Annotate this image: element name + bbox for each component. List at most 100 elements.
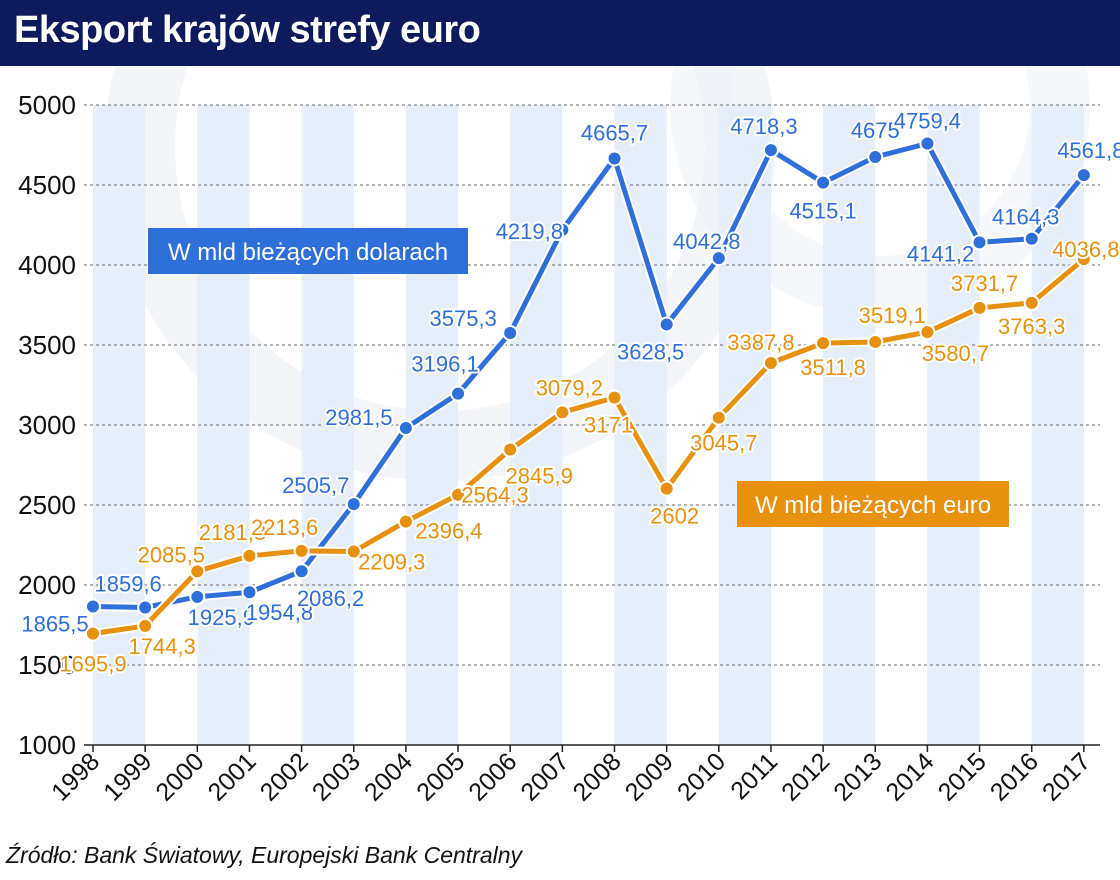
legend-usd-box	[148, 228, 468, 274]
data-label-eur: 2085,5	[138, 542, 205, 567]
data-point-eur	[397, 513, 414, 530]
data-label-usd: 4718,3	[730, 114, 797, 139]
data-point-eur	[189, 563, 206, 580]
data-label-eur: 3763,3	[998, 314, 1065, 339]
data-label-eur: 2209,3	[358, 550, 425, 575]
data-label-usd: 4675	[851, 118, 900, 143]
x-tick-label: 2017	[1037, 747, 1096, 806]
data-point-eur	[502, 441, 519, 458]
data-label-usd: 2086,2	[297, 586, 364, 611]
data-point-eur	[710, 409, 727, 426]
y-tick-label: 1000	[18, 730, 76, 760]
data-label-usd: 4665,7	[581, 120, 648, 145]
data-point-eur	[762, 354, 779, 371]
data-point-usd	[867, 149, 884, 165]
data-label-usd: 4759,4	[894, 108, 961, 133]
data-point-eur	[137, 617, 154, 634]
data-point-eur	[919, 324, 936, 341]
legend-eur-label: W mld bieżących euro	[755, 492, 991, 519]
y-tick-label: 5000	[18, 90, 76, 120]
x-tick-label: 2002	[255, 747, 314, 806]
data-point-usd	[554, 221, 571, 238]
series-line-usd	[92, 140, 1086, 610]
x-tick-label: 2011	[725, 747, 783, 805]
data-point-usd	[658, 316, 675, 333]
data-point-eur	[554, 404, 571, 421]
data-point-eur	[971, 299, 988, 316]
y-tick-label: 2000	[18, 570, 76, 600]
data-point-usd	[241, 584, 258, 601]
data-point-eur	[450, 486, 467, 503]
data-label-usd: 1925,9	[188, 605, 255, 630]
x-tick-label: 2009	[620, 747, 679, 806]
x-tick-label: 2016	[985, 747, 1044, 806]
y-tick-label: 2500	[18, 490, 76, 520]
x-tick-label: 2004	[359, 747, 418, 806]
y-tick-label: 1500	[18, 650, 76, 680]
background-band	[301, 105, 354, 745]
data-label-eur: 1744,3	[129, 634, 196, 659]
x-tick-label: 2005	[411, 747, 470, 806]
data-point-usd	[815, 174, 832, 191]
x-tick-label: 2015	[933, 747, 992, 806]
data-point-eur	[345, 543, 362, 560]
x-tick-label: 2001	[203, 747, 262, 806]
data-point-eur	[658, 480, 675, 497]
data-label-eur: 3511,8	[800, 355, 866, 380]
data-point-usd	[293, 563, 310, 580]
data-point-eur	[815, 335, 832, 352]
data-point-usd	[1075, 167, 1092, 184]
data-label-usd: 2505,7	[282, 473, 349, 498]
data-point-eur	[241, 547, 258, 564]
legend-usd-label: W mld bieżących dolarach	[168, 239, 448, 266]
data-point-usd	[710, 250, 727, 267]
data-point-eur	[1075, 251, 1092, 268]
data-point-usd	[189, 588, 206, 605]
background-band	[93, 105, 146, 745]
data-label-usd: 1859,6	[95, 571, 162, 596]
x-tick-label: 2007	[515, 747, 574, 806]
data-label-eur: 2564,3	[461, 483, 528, 508]
x-tick-label: 2008	[568, 747, 627, 806]
data-label-eur: 2602	[650, 504, 699, 529]
data-point-usd	[971, 234, 988, 251]
series-line-eur	[92, 257, 1086, 637]
data-point-eur	[1023, 294, 1040, 311]
chart-title: Eksport krajów strefy euro	[14, 9, 481, 51]
x-tick-label: 2013	[828, 747, 887, 806]
data-point-eur	[293, 542, 310, 559]
line-chart: 1000150020002500300035004000450050001998…	[18, 66, 1120, 807]
data-point-usd	[1023, 230, 1040, 247]
data-label-eur: 2396,4	[415, 519, 482, 544]
data-point-usd	[762, 142, 779, 159]
data-point-usd	[397, 419, 414, 436]
data-label-usd: 1954,8	[246, 600, 313, 625]
x-tick-label: 2006	[463, 747, 522, 806]
data-point-usd	[345, 496, 362, 513]
y-tick-label: 3500	[18, 330, 76, 360]
x-tick-label: 2010	[672, 747, 731, 806]
data-label-eur: 2213,6	[251, 515, 318, 540]
data-point-usd	[85, 598, 101, 615]
source-note: Źródło: Bank Światowy, Europejski Bank C…	[6, 842, 523, 868]
x-tick-label: 2000	[150, 747, 209, 806]
data-label-eur: 2845,9	[506, 464, 573, 489]
data-point-usd	[502, 324, 519, 341]
x-tick-label: 2012	[776, 747, 835, 806]
data-label-usd: 1865,5	[21, 612, 88, 637]
data-label-usd: 4141,2	[907, 241, 974, 266]
data-label-usd: 4042,8	[673, 229, 740, 254]
data-label-usd: 4219,8	[496, 219, 563, 244]
legend-eur-box	[737, 481, 1009, 527]
data-point-eur	[867, 333, 884, 350]
data-point-usd	[450, 385, 467, 402]
data-point-usd	[919, 135, 936, 152]
data-label-eur: 4036,8	[1052, 237, 1119, 262]
data-label-eur: 2181,8	[199, 520, 266, 545]
data-label-eur: 3079,2	[536, 375, 603, 400]
data-point-eur	[606, 389, 623, 406]
y-tick-label: 4500	[18, 170, 76, 200]
data-label-usd: 2981,5	[325, 405, 392, 430]
y-tick-label: 4000	[18, 250, 76, 280]
data-label-usd: 4164,3	[992, 205, 1059, 230]
